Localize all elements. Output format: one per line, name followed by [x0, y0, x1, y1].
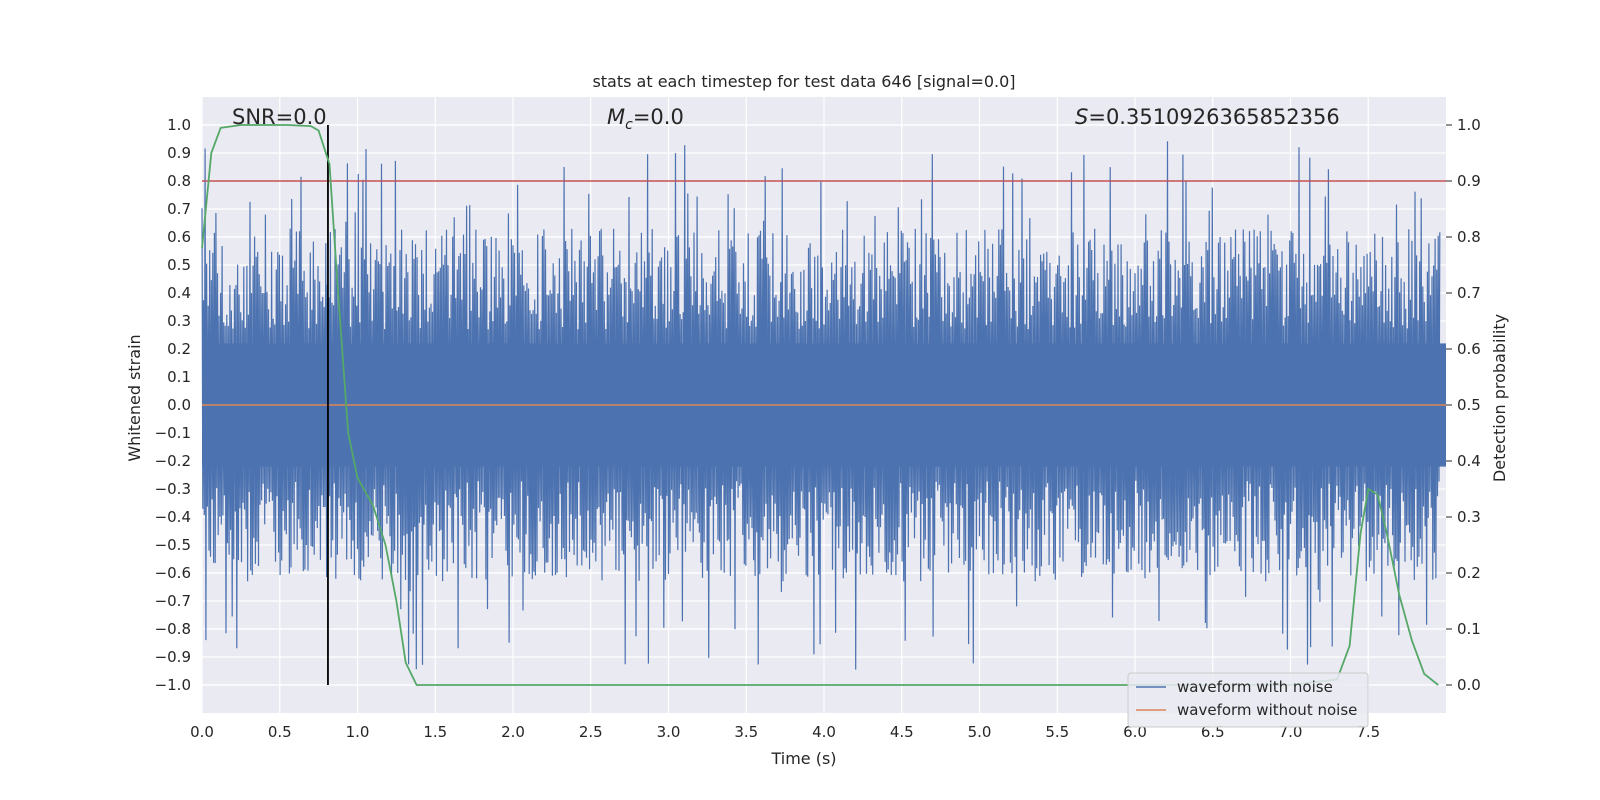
x-tick-label: 3.5: [734, 723, 758, 741]
x-tick-label: 0.0: [190, 723, 214, 741]
legend-label-waveform-with-noise: waveform with noise: [1177, 678, 1333, 696]
score-annotation: S=0.3510926365852356: [1075, 105, 1340, 129]
y-tick-label: −0.9: [155, 648, 191, 666]
y-tick-label: −0.8: [155, 620, 191, 638]
mc-symbol: M: [607, 105, 625, 129]
y-tick-label: 0.7: [167, 200, 191, 218]
y2-axis-label: Detection probability: [1490, 314, 1509, 482]
x-tick-label: 1.0: [346, 723, 370, 741]
y-tick-label: −0.1: [155, 424, 191, 442]
x-tick-label: 3.0: [657, 723, 681, 741]
y2-axis-ticks: 1.0 0.9 0.8 0.7 0.6 0.5 0.4 0.3 0.2 0.1 0.0: [1446, 116, 1481, 694]
y2-tick-label: 0.4: [1457, 452, 1481, 470]
y2-tick-label: 0.6: [1457, 340, 1481, 358]
series-detection-probability: [201, 124, 1439, 686]
y-tick-label: −0.7: [155, 592, 191, 610]
s-value: =0.3510926365852356: [1088, 105, 1339, 129]
y-tick-label: −1.0: [155, 676, 191, 694]
chart-title: stats at each timestep for test data 646…: [592, 72, 1015, 91]
y-axis-label: Whitened strain: [125, 334, 144, 461]
legend-label-waveform-without-noise: waveform without noise: [1177, 701, 1357, 719]
x-tick-label: 4.5: [890, 723, 914, 741]
y-tick-label: −0.4: [155, 508, 191, 526]
y-axis-ticks: 1.0 0.9 0.8 0.7 0.6 0.5 0.4 0.3 0.2 0.1 0.0 −0.1 −0.…: [155, 116, 191, 694]
x-tick-label: 2.0: [501, 723, 525, 741]
x-axis-label: Time (s): [770, 749, 836, 768]
y2-tick-label: 0.2: [1457, 564, 1481, 582]
y-tick-label: 0.2: [167, 340, 191, 358]
y2-tick-label: 0.1: [1457, 620, 1481, 638]
y-tick-label: 0.6: [167, 228, 191, 246]
y-tick-label: 0.5: [167, 256, 191, 274]
x-tick-label: 4.0: [812, 723, 836, 741]
y-tick-label: −0.6: [155, 564, 191, 582]
chirp-mass-annotation: Mc=0.0: [607, 105, 684, 133]
y2-tick-label: 1.0: [1457, 116, 1481, 134]
y-tick-label: 0.0: [167, 396, 191, 414]
mc-subscript: c: [625, 117, 633, 133]
x-tick-label: 5.0: [968, 723, 992, 741]
y-tick-label: 0.3: [167, 312, 191, 330]
legend-box: [1127, 672, 1369, 728]
y2-tick-label: 0.7: [1457, 284, 1481, 302]
y-tick-label: 1.0: [167, 116, 191, 134]
y2-tick-label: 0.5: [1457, 396, 1481, 414]
y-tick-label: 0.8: [167, 172, 191, 190]
x-tick-label: 2.5: [579, 723, 603, 741]
mc-value: =0.0: [633, 105, 684, 129]
y-tick-label: −0.3: [155, 480, 191, 498]
s-symbol: S: [1075, 105, 1088, 129]
snr-annotation: SNR=0.0: [232, 105, 327, 129]
y-tick-label: 0.9: [167, 144, 191, 162]
x-tick-label: 1.5: [423, 723, 447, 741]
y-tick-label: −0.5: [155, 536, 191, 554]
legend: waveform with noise waveform without noi…: [1127, 672, 1369, 728]
y2-tick-label: 0.3: [1457, 508, 1481, 526]
x-axis-ticks: 0.0 0.5 1.0 1.5 2.0 2.5 3.0 3.5 4.0 4.5 5.0 5.5 6.0 6…: [190, 723, 1380, 741]
y2-tick-label: 0.9: [1457, 172, 1481, 190]
series-lines: [201, 124, 1446, 686]
x-tick-label: 0.5: [268, 723, 292, 741]
y-tick-label: −0.2: [155, 452, 191, 470]
y2-tick-label: 0.8: [1457, 228, 1481, 246]
y-tick-label: 0.4: [167, 284, 191, 302]
x-tick-label: 5.5: [1045, 723, 1069, 741]
y-tick-label: 0.1: [167, 368, 191, 386]
y2-tick-label: 0.0: [1457, 676, 1481, 694]
